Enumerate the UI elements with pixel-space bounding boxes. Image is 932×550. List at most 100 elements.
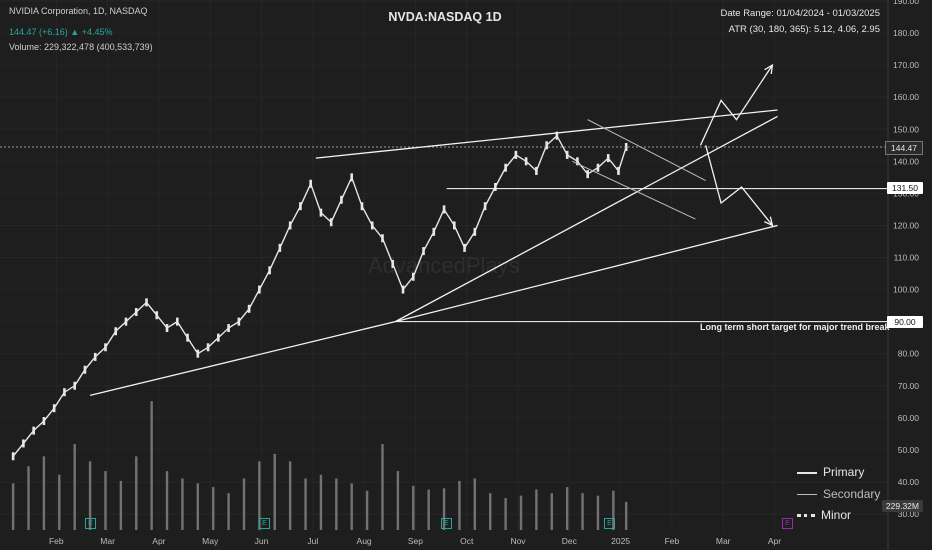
chart-title: NVDA:NASDAQ 1D (388, 10, 502, 24)
projection-down (705, 145, 773, 226)
volume-bar (42, 456, 46, 530)
price-candle (32, 426, 35, 435)
volume-bar (365, 490, 369, 530)
price-candle (494, 182, 497, 191)
y-tick-label: 40.00 (898, 477, 920, 487)
volume-bar (150, 401, 153, 530)
price-candle (186, 333, 189, 342)
y-tick-label: 110.00 (894, 253, 920, 263)
price-candle (340, 195, 343, 204)
x-tick-label: Dec (562, 536, 578, 546)
legend-secondary-swatch (797, 494, 817, 496)
y-tick-label: 30.00 (898, 509, 920, 519)
price-candle (288, 221, 292, 230)
price-candle (227, 324, 230, 333)
earnings-marker-future[interactable]: E (782, 518, 793, 529)
price-candle (442, 205, 446, 214)
x-tick-label: Feb (665, 536, 680, 546)
price-candle (514, 150, 518, 159)
price-candle (504, 163, 507, 172)
volume-bar (596, 495, 600, 530)
volume-bar (612, 490, 615, 530)
volume-bar (212, 487, 215, 530)
earnings-marker[interactable]: E (259, 518, 270, 529)
legend-primary-swatch (797, 471, 817, 474)
price-candle (258, 285, 261, 294)
volume-bar (27, 466, 30, 530)
y-tick-label: 100.00 (893, 285, 919, 295)
volume-bar (565, 487, 569, 530)
x-tick-label: Aug (357, 536, 372, 546)
x-tick-label: Nov (510, 536, 526, 546)
volume-bar (427, 489, 430, 530)
volume-bar (181, 478, 184, 530)
price-candle (124, 317, 128, 326)
price-candle (11, 452, 15, 461)
volume-bar (504, 498, 507, 530)
price-candle (411, 272, 415, 281)
trendline (587, 119, 706, 181)
volume-bar (88, 461, 92, 530)
price-candle (329, 218, 333, 227)
price-candle (422, 247, 425, 256)
y-tick-label: 70.00 (898, 381, 920, 391)
volume-bar (335, 478, 338, 530)
price-candle (196, 349, 200, 358)
volume-bar (442, 488, 446, 530)
y-tick-label: 190.00 (893, 0, 919, 6)
legend-minor: Minor (797, 508, 851, 522)
volume-bar (412, 485, 415, 530)
price-candle (104, 343, 107, 352)
level-tag-90: 90.00 (887, 316, 923, 328)
trendline (572, 160, 696, 220)
y-tick-label: 180.00 (893, 28, 919, 38)
volume-bar (258, 461, 261, 530)
trendline (315, 109, 778, 159)
volume-bar (458, 480, 461, 530)
price-candle (473, 227, 477, 236)
price-candle (175, 317, 179, 326)
trendline (395, 224, 778, 323)
legend-minor-swatch (797, 514, 815, 518)
volume-bar (165, 471, 169, 530)
x-tick-label: Mar (100, 536, 115, 546)
x-tick-label: Sep (408, 536, 423, 546)
price-candle (565, 150, 569, 159)
price-series (11, 131, 628, 461)
price-candle (114, 327, 118, 336)
x-tick-label: Feb (49, 536, 64, 546)
volume-bar (396, 471, 400, 530)
price-candle (453, 221, 456, 230)
earnings-marker[interactable]: E (85, 518, 96, 529)
projection-up (699, 64, 773, 146)
y-tick-label: 50.00 (898, 445, 920, 455)
legend-primary-label: Primary (823, 465, 865, 479)
earnings-marker[interactable]: E (604, 518, 615, 529)
earnings-marker[interactable]: E (441, 518, 452, 529)
price-candle (370, 221, 374, 230)
y-tick-label: 170.00 (893, 60, 919, 70)
volume-bars (11, 401, 628, 530)
price-candle (155, 311, 159, 320)
price-candle (83, 365, 87, 374)
volume-tag: 229.32M (881, 500, 923, 512)
price-candle (483, 202, 487, 211)
trendline (395, 115, 778, 323)
price-candle (586, 170, 589, 179)
volume-bar (288, 461, 292, 530)
y-tick-label: 150.00 (893, 124, 919, 134)
price-candle (145, 298, 148, 307)
x-tick-label: Apr (768, 536, 781, 546)
symbol-line: NVIDIA Corporation, 1D, NASDAQ (9, 6, 148, 16)
x-tick-label: 2025 (611, 536, 630, 546)
price-candle (381, 234, 384, 243)
volume-bar (304, 478, 307, 530)
price-candle (401, 285, 405, 294)
trendlines (0, 63, 888, 397)
x-tick-label: Oct (460, 536, 474, 546)
date-range: Date Range: 01/04/2024 - 01/03/2025 (720, 8, 880, 19)
price-candle (63, 388, 66, 397)
price-candle (391, 259, 395, 268)
price-line (12, 134, 627, 457)
price-candle (73, 381, 76, 390)
